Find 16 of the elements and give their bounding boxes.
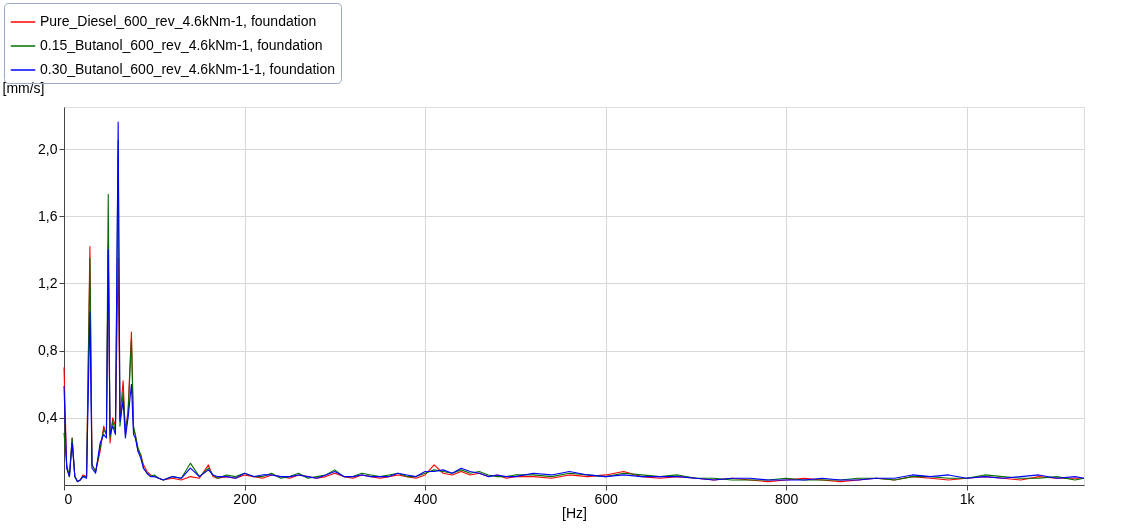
legend-label: 0.30_Butanol_600_rev_4.6kNm-1-1, foundation — [40, 61, 335, 77]
legend-label: 0.15_Butanol_600_rev_4.6kNm-1, foundation — [40, 37, 323, 53]
x-tick-label: 0 — [64, 490, 73, 507]
x-axis-title: [Hz] — [562, 504, 587, 521]
x-tick-label: 400 — [413, 490, 438, 507]
y-tick-label: 2,0 — [38, 140, 58, 157]
y-tick-label: 0,8 — [38, 342, 58, 359]
y-axis-title: [mm/s] — [2, 79, 45, 96]
legend-label: Pure_Diesel_600_rev_4.6kNm-1, foundation — [40, 13, 317, 29]
y-tick-label: 0,4 — [38, 409, 58, 426]
x-tick-label: 600 — [594, 490, 618, 507]
x-tick-label: 200 — [233, 490, 257, 507]
y-tick-label: 1,6 — [38, 207, 58, 224]
y-tick-label: 1,2 — [38, 274, 58, 291]
x-tick-label: 1k — [959, 490, 976, 507]
x-tick-label: 800 — [774, 490, 799, 507]
